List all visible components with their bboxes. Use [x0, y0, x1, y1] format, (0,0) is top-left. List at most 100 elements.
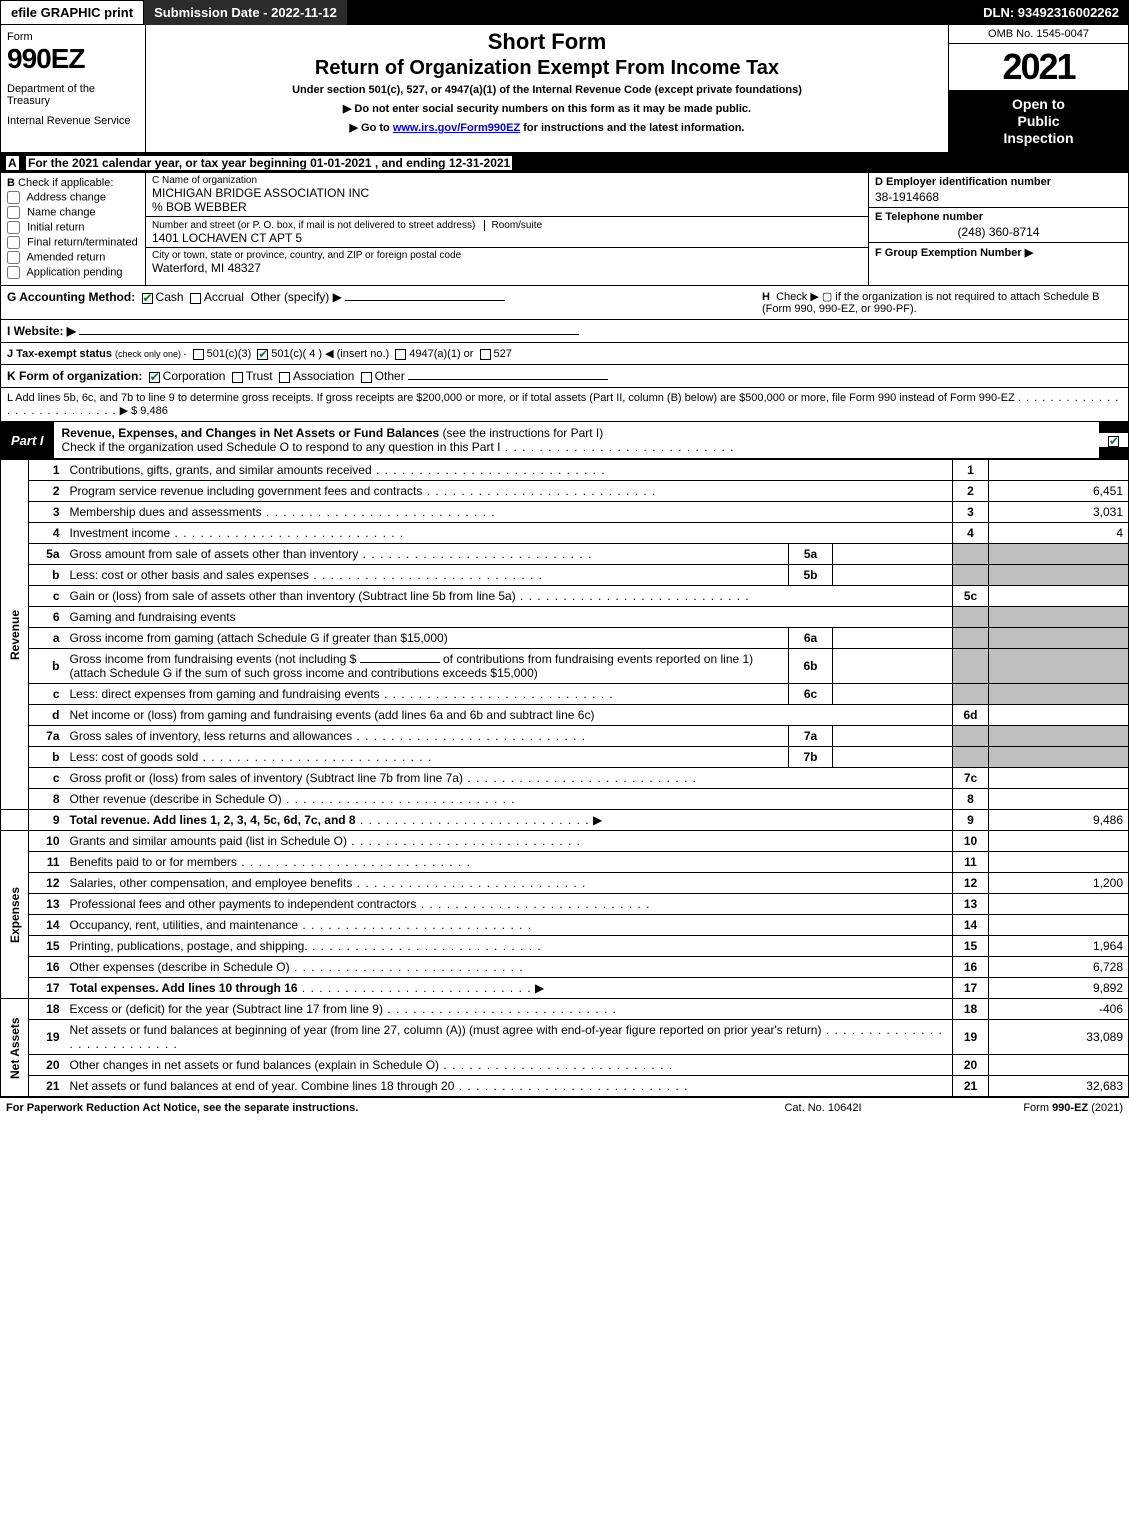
ln-ref: 6d	[953, 705, 989, 726]
ln-desc: Benefits paid to or for members	[70, 855, 237, 869]
c-city-block: City or town, state or province, country…	[146, 248, 868, 277]
part-i-hint: (see the instructions for Part I)	[443, 426, 604, 440]
cb-initial-return[interactable]: Initial return	[7, 221, 139, 234]
line-11: 11 Benefits paid to or for members 11	[1, 852, 1129, 873]
ln-val	[989, 768, 1129, 789]
ln-desc: Gross income from gaming (attach Schedul…	[65, 628, 789, 649]
ln-ref: 4	[953, 523, 989, 544]
cb-527[interactable]	[480, 349, 491, 360]
ln-ref: 5c	[953, 586, 989, 607]
cb-address-change[interactable]: Address change	[7, 191, 139, 204]
cb-final-return[interactable]: Final return/terminated	[7, 236, 139, 249]
cb-other[interactable]	[361, 372, 372, 383]
cb-trust[interactable]	[232, 372, 243, 383]
c-city-hint: City or town, state or province, country…	[152, 250, 862, 261]
efile-print-button[interactable]: efile GRAPHIC print	[0, 0, 144, 25]
line-19: 19 Net assets or fund balances at beginn…	[1, 1020, 1129, 1055]
e-label: E Telephone number	[875, 211, 1122, 223]
cb-label: Amended return	[26, 252, 105, 264]
ln-ref: 9	[953, 810, 989, 831]
ln-desc: Less: cost of goods sold	[70, 750, 199, 764]
part-i-table: Revenue 1 Contributions, gifts, grants, …	[0, 459, 1129, 1097]
ln-val: 33,089	[989, 1020, 1129, 1055]
grey-cell	[953, 649, 989, 684]
line-7a: 7a Gross sales of inventory, less return…	[1, 726, 1129, 747]
cb-amended-return[interactable]: Amended return	[7, 251, 139, 264]
row-a: A For the 2021 calendar year, or tax yea…	[0, 153, 1129, 173]
side-expenses: Expenses	[1, 831, 29, 999]
ln-desc: Contributions, gifts, grants, and simila…	[70, 463, 372, 477]
c-street: 1401 LOCHAVEN CT APT 5	[152, 231, 862, 245]
cb-accrual[interactable]	[190, 293, 201, 304]
cb-501c[interactable]	[257, 349, 268, 360]
footer-right: Form 990-EZ (2021)	[923, 1102, 1123, 1114]
line-1: Revenue 1 Contributions, gifts, grants, …	[1, 460, 1129, 481]
row-a-letter: A	[6, 156, 19, 170]
cb-assoc[interactable]	[279, 372, 290, 383]
ln-ref: 12	[953, 873, 989, 894]
line-4: 4 Investment income 4 4	[1, 523, 1129, 544]
ln-desc: Gross profit or (loss) from sales of inv…	[70, 771, 463, 785]
part-i-title-block: Revenue, Expenses, and Changes in Net As…	[54, 422, 1099, 458]
sub-ref: 6b	[789, 649, 833, 684]
sub-val	[833, 649, 953, 684]
goto-link[interactable]: www.irs.gov/Form990EZ	[393, 122, 520, 134]
col-de: D Employer identification number 38-1914…	[868, 173, 1128, 285]
cb-application-pending[interactable]: Application pending	[7, 266, 139, 279]
cb-cash[interactable]	[142, 293, 153, 304]
ln-desc: Net assets or fund balances at beginning…	[70, 1023, 822, 1037]
header-left: Form 990EZ Department of the Treasury In…	[1, 25, 146, 152]
ln-val	[989, 460, 1129, 481]
sub-val	[833, 726, 953, 747]
cb-corp[interactable]	[149, 372, 160, 383]
cb-name-change[interactable]: Name change	[7, 206, 139, 219]
ln-desc: Net income or (loss) from gaming and fun…	[65, 705, 953, 726]
sub-ref: 7a	[789, 726, 833, 747]
ln-desc: Grants and similar amounts paid (list in…	[70, 834, 347, 848]
cb-4947[interactable]	[395, 349, 406, 360]
line-21: 21 Net assets or fund balances at end of…	[1, 1076, 1129, 1097]
ln-val: 9,892	[989, 978, 1129, 999]
line-6: 6 Gaming and fundraising events	[1, 607, 1129, 628]
c-city: Waterford, MI 48327	[152, 261, 862, 275]
ln-desc: Gross income from fundraising events (no…	[70, 652, 357, 666]
cb-label: Address change	[26, 192, 106, 204]
j-label: J Tax-exempt status	[7, 348, 112, 360]
g-accounting: G Accounting Method: Cash Accrual Other …	[7, 290, 762, 315]
ln-desc: Membership dues and assessments	[70, 505, 262, 519]
ln-desc: Occupancy, rent, utilities, and maintena…	[70, 918, 299, 932]
grey-cell	[989, 747, 1129, 768]
sub-ref: 6c	[789, 684, 833, 705]
ln-val	[989, 1055, 1129, 1076]
d-ein: D Employer identification number 38-1914…	[869, 173, 1128, 208]
ln-val: 1,964	[989, 936, 1129, 957]
cb-501c3[interactable]	[193, 349, 204, 360]
line-5c: c Gain or (loss) from sale of assets oth…	[1, 586, 1129, 607]
ln-num: c	[29, 768, 65, 789]
cb-label: Application pending	[26, 267, 122, 279]
row-l: L Add lines 5b, 6c, and 7b to line 9 to …	[0, 388, 1129, 422]
ln-val: 6,728	[989, 957, 1129, 978]
line-6a: a Gross income from gaming (attach Sched…	[1, 628, 1129, 649]
grey-cell	[953, 607, 989, 628]
sub-ref: 5a	[789, 544, 833, 565]
header-right: OMB No. 1545-0047 2021 Open to Public In…	[948, 25, 1128, 152]
line-6b: b Gross income from fundraising events (…	[1, 649, 1129, 684]
sub-ref: 7b	[789, 747, 833, 768]
ln-ref: 3	[953, 502, 989, 523]
j-o3: 4947(a)(1) or	[409, 348, 473, 360]
ln-num: 11	[29, 852, 65, 873]
side-revenue: Revenue	[1, 460, 29, 810]
line-6c: c Less: direct expenses from gaming and …	[1, 684, 1129, 705]
row-k: K Form of organization: Corporation Trus…	[0, 365, 1129, 388]
ln-num: 15	[29, 936, 65, 957]
sub-val	[833, 747, 953, 768]
grey-cell	[953, 684, 989, 705]
ln-val: 1,200	[989, 873, 1129, 894]
part-i-checkbox[interactable]	[1099, 433, 1128, 447]
ln-val	[989, 915, 1129, 936]
line-2: 2 Program service revenue including gove…	[1, 481, 1129, 502]
ln-val	[989, 705, 1129, 726]
ln-num: d	[29, 705, 65, 726]
goto-pre: ▶ Go to	[350, 122, 393, 134]
